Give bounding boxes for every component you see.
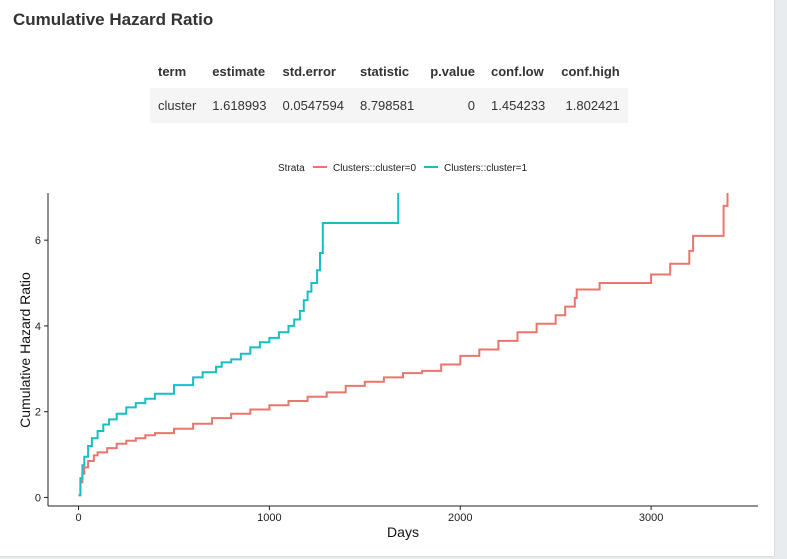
cell-p-value: 0 (422, 88, 484, 123)
y-tick-label: 6 (35, 235, 41, 247)
y-axis-ticks: 0 2 4 6 (35, 235, 48, 504)
x-tick-label: 2000 (448, 512, 472, 524)
column-header-std-error: std.error (282, 63, 336, 79)
cell-term: cluster (150, 88, 205, 123)
column-header-term: term (158, 63, 187, 79)
panel-title: Cumulative Hazard Ratio (13, 10, 214, 29)
y-tick-label: 2 (35, 407, 41, 419)
series-line-1 (78, 193, 400, 497)
column-header-estimate: estimate (212, 63, 266, 79)
y-tick-label: 4 (35, 321, 41, 333)
legend: Strata Clusters::cluster=0 Clusters::clu… (278, 163, 528, 174)
column-header-conf-low: conf.low (491, 63, 544, 79)
x-tick-label: 3000 (639, 512, 663, 524)
x-axis-title: Days (387, 524, 419, 540)
coefficient-table: term estimate std.error statistic p.valu… (150, 56, 628, 123)
y-axis-title: Cumulative Hazard Ratio (17, 272, 33, 428)
legend-label-1: Clusters::cluster=1 (444, 163, 528, 174)
series-layer (78, 193, 729, 497)
legend-label-0: Clusters::cluster=0 (333, 163, 417, 174)
table-row: cluster 1.618993 0.0547594 8.798581 0 1.… (150, 88, 628, 123)
x-tick-label: 0 (75, 512, 81, 524)
cell-conf-low: 1.454233 (483, 88, 554, 123)
x-axis-ticks: 0 1000 2000 3000 (75, 506, 663, 524)
column-header-statistic: statistic (359, 63, 410, 79)
cell-std-error: 0.0547594 (274, 88, 352, 123)
y-tick-label: 0 (35, 492, 41, 504)
cell-conf-high: 1.802421 (553, 88, 628, 123)
table-header-row: term estimate std.error statistic p.valu… (150, 56, 628, 88)
cell-estimate: 1.618993 (204, 88, 275, 123)
series-line-0 (78, 193, 729, 497)
column-header-conf-high: conf.high (561, 63, 620, 79)
legend-title: Strata (278, 163, 305, 174)
cell-statistic: 8.798581 (351, 88, 423, 123)
column-header-p-value: p.value (430, 63, 476, 79)
x-tick-label: 1000 (257, 512, 281, 524)
cumulative-hazard-plot: Strata Clusters::cluster=0 Clusters::clu… (17, 163, 758, 540)
